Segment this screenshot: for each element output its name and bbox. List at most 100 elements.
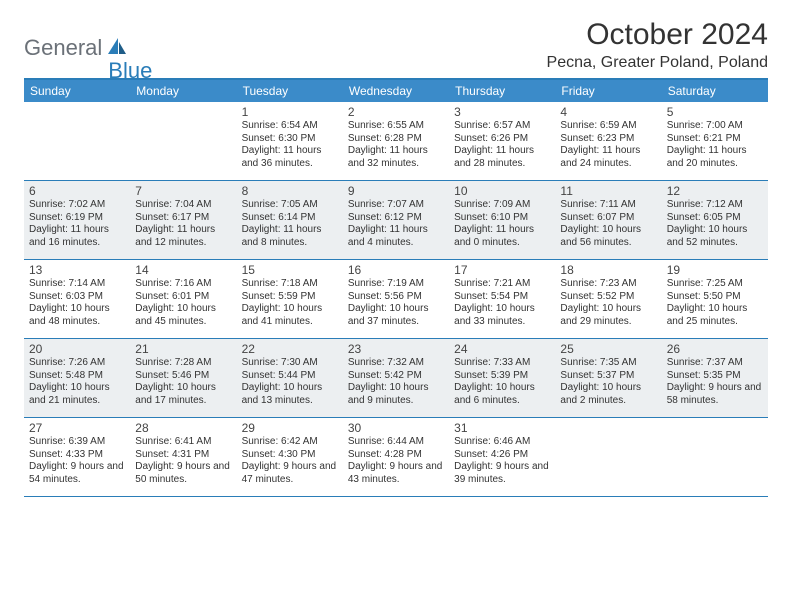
sunrise-text: Sunrise: 7:02 AM	[29, 199, 125, 212]
sunrise-text: Sunrise: 6:59 AM	[560, 120, 656, 133]
calendar-cell: 14Sunrise: 7:16 AMSunset: 6:01 PMDayligh…	[130, 260, 236, 338]
title-block: October 2024 Pecna, Greater Poland, Pola…	[547, 18, 768, 72]
calendar-cell: 19Sunrise: 7:25 AMSunset: 5:50 PMDayligh…	[662, 260, 768, 338]
day-number: 6	[29, 184, 125, 198]
sunset-text: Sunset: 5:54 PM	[454, 291, 550, 304]
sunrise-text: Sunrise: 6:46 AM	[454, 436, 550, 449]
calendar-cell: 21Sunrise: 7:28 AMSunset: 5:46 PMDayligh…	[130, 339, 236, 417]
daylight-text: Daylight: 10 hours and 25 minutes.	[667, 303, 763, 328]
day-number: 30	[348, 421, 444, 435]
logo-text-blue: Blue	[108, 58, 152, 84]
daylight-text: Daylight: 10 hours and 29 minutes.	[560, 303, 656, 328]
daylight-text: Daylight: 11 hours and 12 minutes.	[135, 224, 231, 249]
sunset-text: Sunset: 5:35 PM	[667, 370, 763, 383]
sunset-text: Sunset: 6:07 PM	[560, 212, 656, 225]
day-number: 3	[454, 105, 550, 119]
sunrise-text: Sunrise: 7:12 AM	[667, 199, 763, 212]
daylight-text: Daylight: 10 hours and 41 minutes.	[242, 303, 338, 328]
sunrise-text: Sunrise: 7:33 AM	[454, 357, 550, 370]
day-number: 7	[135, 184, 231, 198]
sunrise-text: Sunrise: 6:41 AM	[135, 436, 231, 449]
day-number: 27	[29, 421, 125, 435]
calendar-cell-empty	[24, 102, 130, 180]
daylight-text: Daylight: 10 hours and 45 minutes.	[135, 303, 231, 328]
calendar-week: 27Sunrise: 6:39 AMSunset: 4:33 PMDayligh…	[24, 418, 768, 497]
calendar-cell: 27Sunrise: 6:39 AMSunset: 4:33 PMDayligh…	[24, 418, 130, 496]
daylight-text: Daylight: 9 hours and 54 minutes.	[29, 461, 125, 486]
sunset-text: Sunset: 4:28 PM	[348, 449, 444, 462]
calendar-cell: 15Sunrise: 7:18 AMSunset: 5:59 PMDayligh…	[237, 260, 343, 338]
sunrise-text: Sunrise: 7:16 AM	[135, 278, 231, 291]
day-number: 10	[454, 184, 550, 198]
sunset-text: Sunset: 6:03 PM	[29, 291, 125, 304]
day-header: Friday	[555, 80, 661, 102]
sunrise-text: Sunrise: 6:44 AM	[348, 436, 444, 449]
calendar-weeks: 1Sunrise: 6:54 AMSunset: 6:30 PMDaylight…	[24, 102, 768, 497]
day-number: 1	[242, 105, 338, 119]
daylight-text: Daylight: 10 hours and 33 minutes.	[454, 303, 550, 328]
day-number: 12	[667, 184, 763, 198]
sunrise-text: Sunrise: 7:04 AM	[135, 199, 231, 212]
daylight-text: Daylight: 11 hours and 36 minutes.	[242, 145, 338, 170]
calendar-cell-empty	[662, 418, 768, 496]
daylight-text: Daylight: 9 hours and 47 minutes.	[242, 461, 338, 486]
calendar-cell: 6Sunrise: 7:02 AMSunset: 6:19 PMDaylight…	[24, 181, 130, 259]
sunset-text: Sunset: 5:52 PM	[560, 291, 656, 304]
day-number: 22	[242, 342, 338, 356]
sunrise-text: Sunrise: 7:37 AM	[667, 357, 763, 370]
sunrise-text: Sunrise: 7:32 AM	[348, 357, 444, 370]
daylight-text: Daylight: 10 hours and 13 minutes.	[242, 382, 338, 407]
daylight-text: Daylight: 10 hours and 6 minutes.	[454, 382, 550, 407]
sunset-text: Sunset: 5:59 PM	[242, 291, 338, 304]
calendar-cell: 12Sunrise: 7:12 AMSunset: 6:05 PMDayligh…	[662, 181, 768, 259]
calendar: SundayMondayTuesdayWednesdayThursdayFrid…	[24, 78, 768, 497]
sunrise-text: Sunrise: 7:11 AM	[560, 199, 656, 212]
day-number: 14	[135, 263, 231, 277]
daylight-text: Daylight: 11 hours and 28 minutes.	[454, 145, 550, 170]
calendar-cell: 20Sunrise: 7:26 AMSunset: 5:48 PMDayligh…	[24, 339, 130, 417]
day-number: 26	[667, 342, 763, 356]
sunset-text: Sunset: 6:26 PM	[454, 133, 550, 146]
daylight-text: Daylight: 10 hours and 9 minutes.	[348, 382, 444, 407]
calendar-cell: 3Sunrise: 6:57 AMSunset: 6:26 PMDaylight…	[449, 102, 555, 180]
daylight-text: Daylight: 11 hours and 20 minutes.	[667, 145, 763, 170]
day-number: 5	[667, 105, 763, 119]
sunset-text: Sunset: 4:26 PM	[454, 449, 550, 462]
calendar-cell: 9Sunrise: 7:07 AMSunset: 6:12 PMDaylight…	[343, 181, 449, 259]
calendar-cell: 25Sunrise: 7:35 AMSunset: 5:37 PMDayligh…	[555, 339, 661, 417]
sunset-text: Sunset: 5:56 PM	[348, 291, 444, 304]
calendar-cell: 22Sunrise: 7:30 AMSunset: 5:44 PMDayligh…	[237, 339, 343, 417]
calendar-cell: 18Sunrise: 7:23 AMSunset: 5:52 PMDayligh…	[555, 260, 661, 338]
sunset-text: Sunset: 6:10 PM	[454, 212, 550, 225]
sunset-text: Sunset: 4:33 PM	[29, 449, 125, 462]
day-number: 18	[560, 263, 656, 277]
sunrise-text: Sunrise: 7:18 AM	[242, 278, 338, 291]
sunset-text: Sunset: 4:31 PM	[135, 449, 231, 462]
sunrise-text: Sunrise: 6:42 AM	[242, 436, 338, 449]
daylight-text: Daylight: 10 hours and 21 minutes.	[29, 382, 125, 407]
calendar-cell: 10Sunrise: 7:09 AMSunset: 6:10 PMDayligh…	[449, 181, 555, 259]
daylight-text: Daylight: 11 hours and 4 minutes.	[348, 224, 444, 249]
logo-sail-icon	[106, 36, 128, 61]
day-number: 20	[29, 342, 125, 356]
day-number: 8	[242, 184, 338, 198]
sunset-text: Sunset: 5:46 PM	[135, 370, 231, 383]
sunset-text: Sunset: 6:14 PM	[242, 212, 338, 225]
sunset-text: Sunset: 6:28 PM	[348, 133, 444, 146]
calendar-cell: 1Sunrise: 6:54 AMSunset: 6:30 PMDaylight…	[237, 102, 343, 180]
location-label: Pecna, Greater Poland, Poland	[547, 54, 768, 72]
day-header: Tuesday	[237, 80, 343, 102]
sunset-text: Sunset: 6:30 PM	[242, 133, 338, 146]
day-number: 24	[454, 342, 550, 356]
day-number: 29	[242, 421, 338, 435]
daylight-text: Daylight: 10 hours and 52 minutes.	[667, 224, 763, 249]
sunset-text: Sunset: 6:12 PM	[348, 212, 444, 225]
sunset-text: Sunset: 6:01 PM	[135, 291, 231, 304]
daylight-text: Daylight: 11 hours and 32 minutes.	[348, 145, 444, 170]
calendar-cell-empty	[555, 418, 661, 496]
sunrise-text: Sunrise: 7:00 AM	[667, 120, 763, 133]
daylight-text: Daylight: 10 hours and 56 minutes.	[560, 224, 656, 249]
calendar-cell: 4Sunrise: 6:59 AMSunset: 6:23 PMDaylight…	[555, 102, 661, 180]
sunrise-text: Sunrise: 6:54 AM	[242, 120, 338, 133]
daylight-text: Daylight: 11 hours and 8 minutes.	[242, 224, 338, 249]
